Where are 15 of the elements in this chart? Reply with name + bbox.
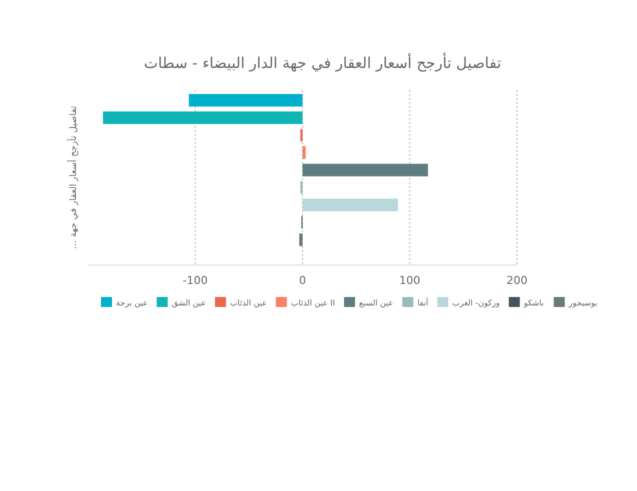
x-tick-label: 0 [299,274,306,287]
x-tick-label: 100 [399,274,420,287]
chart-title: تفاصيل تأرجح أسعار العقار في جهة الدار البيضاء - سطات [144,52,502,72]
legend-label: أنفا [417,298,428,308]
x-tick-label: 200 [506,274,528,287]
legend-label: وركون- الغرب [452,298,500,308]
legend-label: باشكو [522,298,544,308]
legend-label: عين السبع [359,298,394,308]
legend-label: بوسيجور [568,298,598,308]
x-tick-label: -100 [182,274,208,287]
legend-label: عين الذئاب II [290,298,336,308]
legend-label: عين الشق [172,298,206,308]
legend-label: عين الذئاب [230,298,267,308]
legend-label: عين برجة [116,298,148,308]
y-axis-title: تفاصيل تأرجح أسعار العقار في جهة … [66,105,79,250]
